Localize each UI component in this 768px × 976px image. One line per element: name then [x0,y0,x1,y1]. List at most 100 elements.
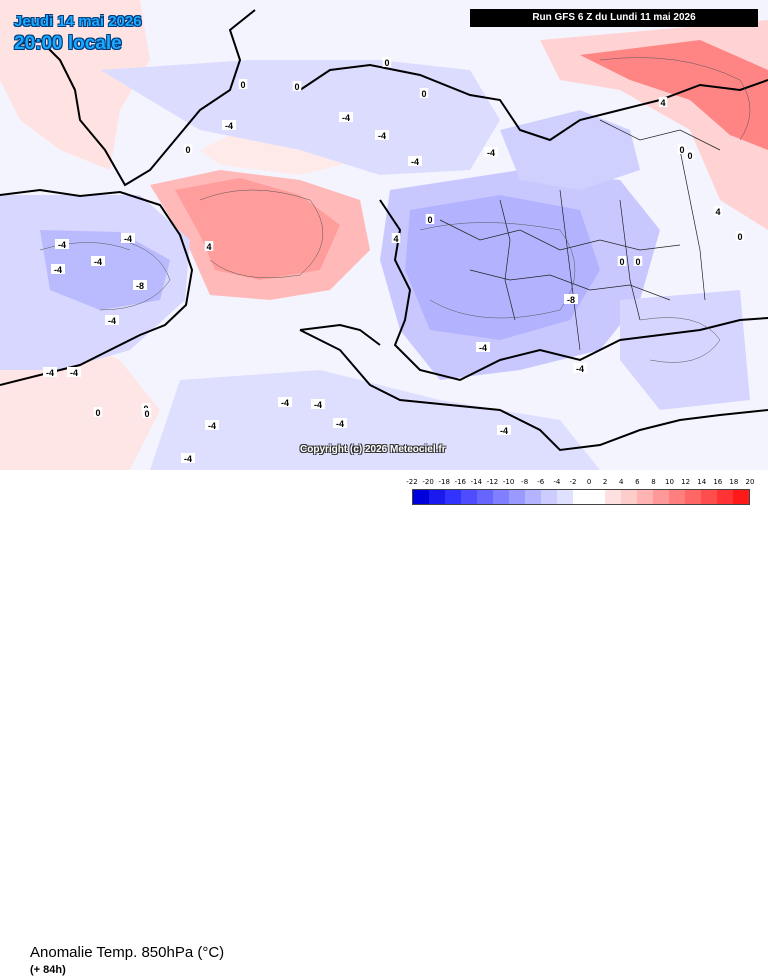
map-label-bg [333,418,347,428]
map-label-bg [55,239,69,249]
lead-time: (+ 84h) [30,964,66,976]
map-value-label: -4 [94,257,102,267]
legend-swatch [701,490,717,504]
map-label-bg [382,57,392,67]
map-label-bg [375,130,389,140]
map-label-bg [391,233,401,243]
map-value-label: 0 [294,82,299,92]
legend-label: -20 [422,478,434,486]
legend-swatch [717,490,733,504]
legend-label: -18 [438,478,450,486]
cool-anomaly-europe-core [405,195,600,340]
legend-swatch [445,490,461,504]
map-value-label: 0 [737,232,742,242]
legend-label: -22 [406,478,418,486]
cool-anomaly-north-atlantic [100,60,500,175]
map-label-bg [91,256,105,266]
map-value-label: -4 [479,343,487,353]
map-value-labels: 00000000-4-4-4-4-4-4-4-4-4-4-4-4-4-4-4-4… [43,57,745,464]
map-label-bg [573,363,587,373]
legend-swatch [429,490,445,504]
map-value-label: 0 [240,80,245,90]
map-value-label: 0 [384,58,389,68]
map-value-label: 0 [619,257,624,267]
map-value-label: 0 [95,408,100,418]
map-value-label: 0 [687,151,692,161]
map-value-label: -4 [58,240,66,250]
map-value-label: -4 [314,400,322,410]
legend-label: 4 [619,478,624,486]
legend-label: -10 [502,478,515,486]
map-label-bg [658,97,668,107]
map-label-bg [133,280,147,290]
map-label-bg [121,233,135,243]
map-label-bg [205,420,219,430]
legend-label: 0 [586,478,592,486]
map-label-bg [564,294,578,304]
map-label-bg [476,342,490,352]
cool-anomaly-scandinavia [500,110,640,190]
coastline-iberia [299,323,381,346]
run-info-banner: Run GFS 6 Z du Lundi 11 mai 2026 [470,9,758,27]
warm-anomaly-russia-core [580,40,768,150]
coastlines [0,9,768,452]
copyright-text: Copyright (c) 2026 Meteociel.fr [300,444,446,455]
cool-anomaly-south [150,370,600,470]
legend-swatch [413,490,429,504]
valid-date-title: Jeudi 14 mai 2026 [14,13,142,30]
map-value-label: -4 [500,426,508,436]
map-label-bg [311,399,325,409]
map-label-bg [142,408,152,418]
map-value-label: -4 [225,121,233,131]
legend-swatch [557,490,573,504]
map-value-label: -4 [46,368,54,378]
map-value-label: -4 [411,157,419,167]
warm-anomaly-greenland [0,0,150,170]
legend-label: -16 [454,478,466,486]
map-value-label: 0 [635,257,640,267]
map-label-bg [292,81,302,91]
map-label-bg [735,231,745,241]
map-value-label: -4 [281,398,289,408]
temperature-anomaly-map: 00000000-4-4-4-4-4-4-4-4-4-4-4-4-4-4-4-4… [0,0,768,470]
map-value-label: 4 [393,234,398,244]
map-value-label: -4 [54,265,62,275]
map-value-label: -4 [124,234,132,244]
legend-label: -2 [569,478,577,486]
legend-swatch [541,490,557,504]
map-label-bg [425,214,435,224]
map-value-label: -8 [136,281,144,291]
map-value-label: -4 [70,368,78,378]
isotherm-contours [39,57,751,363]
legend-swatch [477,490,493,504]
map-label-bg [181,453,195,463]
map-value-label: -4 [108,316,116,326]
legend-label: -14 [470,478,483,486]
legend-swatch [637,490,653,504]
map-value-label: 0 [421,89,426,99]
legend-label: 12 [681,478,691,486]
coastline-north-america [0,188,194,386]
legend-swatch [525,490,541,504]
map-value-label: -4 [378,131,386,141]
map-label-bg [677,144,687,154]
color-scale-legend: -22 -20 -18 -16 -14 -12 -10 -8 -6 -4 -2 0 2 4 6 8 10 12 14… [406,478,754,508]
map-label-bg [204,241,214,251]
coastline-arctic-europe [299,63,768,142]
legend-labels: -22 -20 -18 -16 -14 -12 -10 -8 -6 -4 -2 0 2 4 6 8 10 12 14… [406,478,754,488]
legend-swatch [493,490,509,504]
warm-anomaly-atlantic-core [175,178,340,280]
legend-swatch [669,490,685,504]
map-value-label: -8 [567,295,575,305]
map-value-label: 0 [427,215,432,225]
legend-swatch [605,490,621,504]
coastline-africa [299,329,768,452]
map-value-label: 0 [679,145,684,155]
map-label-bg [408,156,422,166]
legend-label: 20 [745,478,755,486]
legend-swatch [733,490,749,504]
legend-swatch [685,490,701,504]
map-label-bg [222,120,236,130]
cool-anomaly-southeast [620,290,750,410]
coastline-greenland [14,9,256,187]
